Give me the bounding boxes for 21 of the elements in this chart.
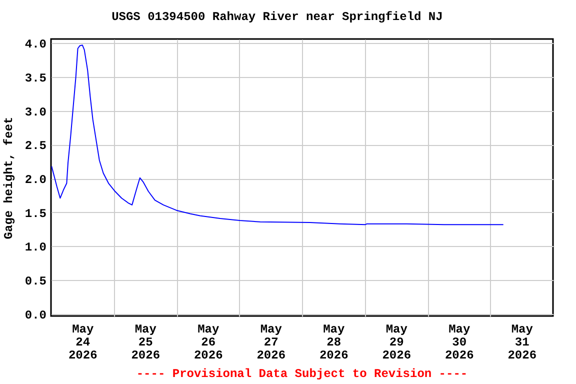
y-tick-label: 1.5 xyxy=(24,206,46,221)
x-tick-label: May 27 2026 xyxy=(256,322,286,362)
x-tick-label: May 31 2026 xyxy=(508,322,537,362)
y-axis-title: Gage height, feet xyxy=(2,116,16,240)
x-tick-label: May 26 2026 xyxy=(194,322,223,362)
y-tick-label: 2.5 xyxy=(24,139,46,154)
y-tick-label: 0.0 xyxy=(24,308,46,322)
y-tick-label: 1.0 xyxy=(24,240,46,255)
y-tick-label: 4.0 xyxy=(24,38,46,52)
y-tick-label: 0.5 xyxy=(24,274,46,289)
line-series xyxy=(51,44,504,226)
x-tick-label: May 24 2026 xyxy=(68,322,98,362)
y-tick-label: 3.5 xyxy=(24,71,46,86)
chart-title: USGS 01394500 Rahway River near Springfield NJ xyxy=(112,10,443,24)
y-tick-label: 3.0 xyxy=(24,105,46,120)
x-tick-label: May 30 2026 xyxy=(444,322,474,362)
x-tick-label: May 28 2026 xyxy=(319,322,348,362)
x-tick-label: May 25 2026 xyxy=(131,322,160,362)
y-tick-label: 2.0 xyxy=(24,173,46,188)
x-tick-label: May 29 2026 xyxy=(382,322,412,362)
text: ---- Provisional Data Subject to Revision ---- xyxy=(135,367,469,381)
